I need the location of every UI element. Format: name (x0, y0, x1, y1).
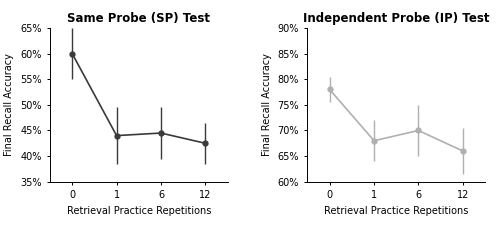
Y-axis label: Final Recall Accuracy: Final Recall Accuracy (4, 53, 15, 156)
Title: Independent Probe (IP) Test: Independent Probe (IP) Test (303, 12, 490, 25)
Title: Same Probe (SP) Test: Same Probe (SP) Test (68, 12, 210, 25)
X-axis label: Retrieval Practice Repetitions: Retrieval Practice Repetitions (324, 206, 468, 216)
X-axis label: Retrieval Practice Repetitions: Retrieval Practice Repetitions (66, 206, 211, 216)
Y-axis label: Final Recall Accuracy: Final Recall Accuracy (262, 53, 272, 156)
